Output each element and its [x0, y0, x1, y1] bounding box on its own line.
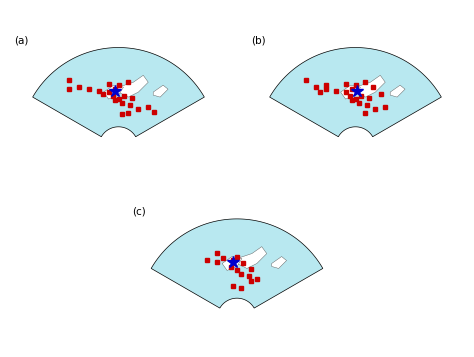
Polygon shape [237, 247, 267, 268]
Polygon shape [153, 85, 168, 97]
Polygon shape [341, 85, 360, 99]
Polygon shape [390, 85, 405, 97]
Polygon shape [272, 257, 287, 268]
Polygon shape [118, 75, 148, 97]
Polygon shape [356, 75, 385, 97]
Text: (a): (a) [14, 35, 28, 45]
Polygon shape [151, 219, 323, 308]
Text: (b): (b) [251, 35, 265, 45]
Polygon shape [104, 85, 123, 99]
Polygon shape [270, 47, 441, 137]
Polygon shape [33, 47, 204, 137]
Text: (c): (c) [132, 206, 146, 216]
Polygon shape [222, 257, 242, 270]
